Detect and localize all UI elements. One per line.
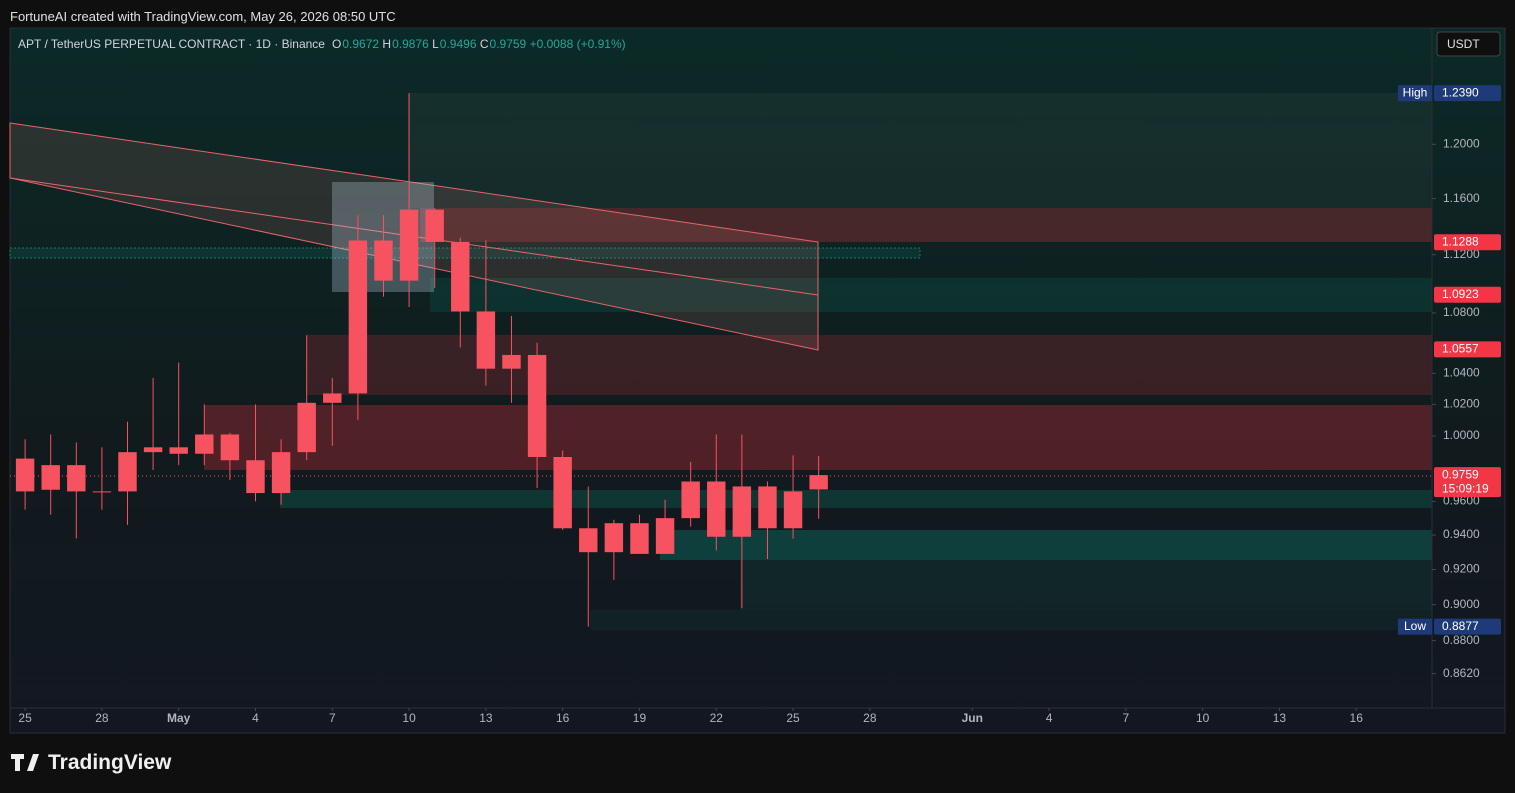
x-tick-label: 22 <box>710 711 724 725</box>
price-label-tag <box>1398 85 1432 102</box>
x-tick-label: 28 <box>95 711 109 725</box>
x-tick-label: 25 <box>18 711 32 725</box>
legend-value: 0.9876 <box>392 37 429 51</box>
candle-body <box>502 354 521 369</box>
price-label-box <box>1434 618 1501 635</box>
price-label-name: Low <box>1404 619 1426 633</box>
x-tick-label: 19 <box>633 711 647 725</box>
x-tick-label: 28 <box>863 711 877 725</box>
candle-body <box>92 491 112 493</box>
x-tick-label: 4 <box>252 711 259 725</box>
candle-body <box>297 402 316 453</box>
price-label-box <box>1434 85 1501 102</box>
y-tick-label: 0.9400 <box>1443 527 1480 541</box>
candle-body <box>348 240 368 394</box>
logo <box>11 754 39 771</box>
legend-key: C <box>480 37 489 51</box>
legend-value: 0.9672 <box>342 37 379 51</box>
candle-body <box>143 447 163 453</box>
candle-body <box>399 209 419 281</box>
legend-key: O <box>332 37 341 51</box>
candle-body <box>246 460 265 494</box>
candle-body <box>476 311 496 369</box>
currency[interactable]: USDT <box>1447 37 1480 51</box>
candle-body <box>809 475 828 490</box>
price-label: 0.8877 <box>1442 619 1479 633</box>
y-tick-label: 0.8800 <box>1443 633 1480 647</box>
price-label-name: High <box>1403 85 1428 99</box>
price-label-box <box>1434 234 1501 251</box>
x-tick-label: 13 <box>479 711 493 725</box>
candle-body <box>67 465 86 492</box>
y-tick-label: 0.8620 <box>1443 666 1480 680</box>
candle-body <box>707 481 726 537</box>
candle-body <box>553 456 572 529</box>
candle-body <box>527 354 547 457</box>
y-tick-label: 1.2000 <box>1443 137 1480 151</box>
x-tick-label: 4 <box>1046 711 1053 725</box>
y-tick-label: 1.1600 <box>1443 191 1480 205</box>
price-label-box <box>1434 467 1501 498</box>
candle-body <box>732 486 752 537</box>
legend-key: H <box>382 37 391 51</box>
x-tick-label: 7 <box>1122 711 1129 725</box>
credit: FortuneAI created with TradingView.com, … <box>10 9 396 24</box>
x-tick-label: 16 <box>556 711 570 725</box>
brand: TradingView <box>48 751 172 774</box>
price-label: 1.0557 <box>1442 342 1479 356</box>
candle-body <box>323 393 342 403</box>
candle-body <box>630 523 649 554</box>
chart-frame <box>9 27 1506 734</box>
currency-button[interactable] <box>1436 31 1501 57</box>
x-tick-label: Jun <box>962 711 983 725</box>
price-label-box <box>1434 286 1501 303</box>
legend-value: 0.9759 <box>490 37 527 51</box>
price-label: 1.2390 <box>1442 85 1479 99</box>
chart: APT / TetherUS PERPETUAL CONTRACT · 1D ·… <box>9 27 1506 734</box>
price-label-box <box>1434 341 1501 358</box>
candle-body <box>783 491 803 529</box>
price-label-tag <box>1398 618 1432 635</box>
candle-body <box>271 452 291 494</box>
price-label: 0.9759 <box>1442 467 1479 481</box>
candle-body <box>681 481 700 519</box>
x-tick-label: 7 <box>329 711 336 725</box>
y-tick-label: 1.1200 <box>1443 247 1480 261</box>
y-tick-label: 0.9000 <box>1443 597 1480 611</box>
countdown: 15:09:19 <box>1442 481 1489 495</box>
candle-body <box>451 241 470 312</box>
candle-body <box>195 434 214 454</box>
x-tick-label: 10 <box>1196 711 1210 725</box>
y-tick-label: 1.0400 <box>1443 365 1480 379</box>
candle-body <box>655 518 675 554</box>
legend-key: L <box>432 37 439 51</box>
y-tick-label: 1.0200 <box>1443 397 1480 411</box>
symbol-title: APT / TetherUS PERPETUAL CONTRACT · 1D ·… <box>18 37 325 51</box>
legend-value: 0.9496 <box>440 37 477 51</box>
y-tick-label: 1.0800 <box>1443 305 1480 319</box>
x-tick-label: 16 <box>1350 711 1364 725</box>
candle-body <box>604 523 624 553</box>
y-tick-label: 0.9200 <box>1443 562 1480 576</box>
candle-body <box>15 458 35 492</box>
price-label: 1.1288 <box>1442 234 1479 248</box>
candle-body <box>374 240 393 281</box>
x-tick-label: 25 <box>786 711 800 725</box>
candle-body <box>425 209 444 242</box>
candle-body <box>169 447 188 454</box>
candle-body <box>41 465 60 490</box>
x-tick-label: May <box>167 711 191 725</box>
x-tick-label: 10 <box>402 711 416 725</box>
y-tick-label: 1.0000 <box>1443 428 1480 442</box>
legend-change: +0.0088 (+0.91%) <box>530 37 626 51</box>
ohlc-legend: O0.9672 H0.9876 L0.9496 C0.9759 +0.0088 … <box>332 37 626 51</box>
x-tick-label: 13 <box>1273 711 1287 725</box>
candle-body <box>220 434 240 461</box>
candle-body <box>758 486 777 529</box>
price-label: 1.0923 <box>1442 287 1479 301</box>
candle-body <box>579 528 598 553</box>
candle-body <box>118 452 137 492</box>
